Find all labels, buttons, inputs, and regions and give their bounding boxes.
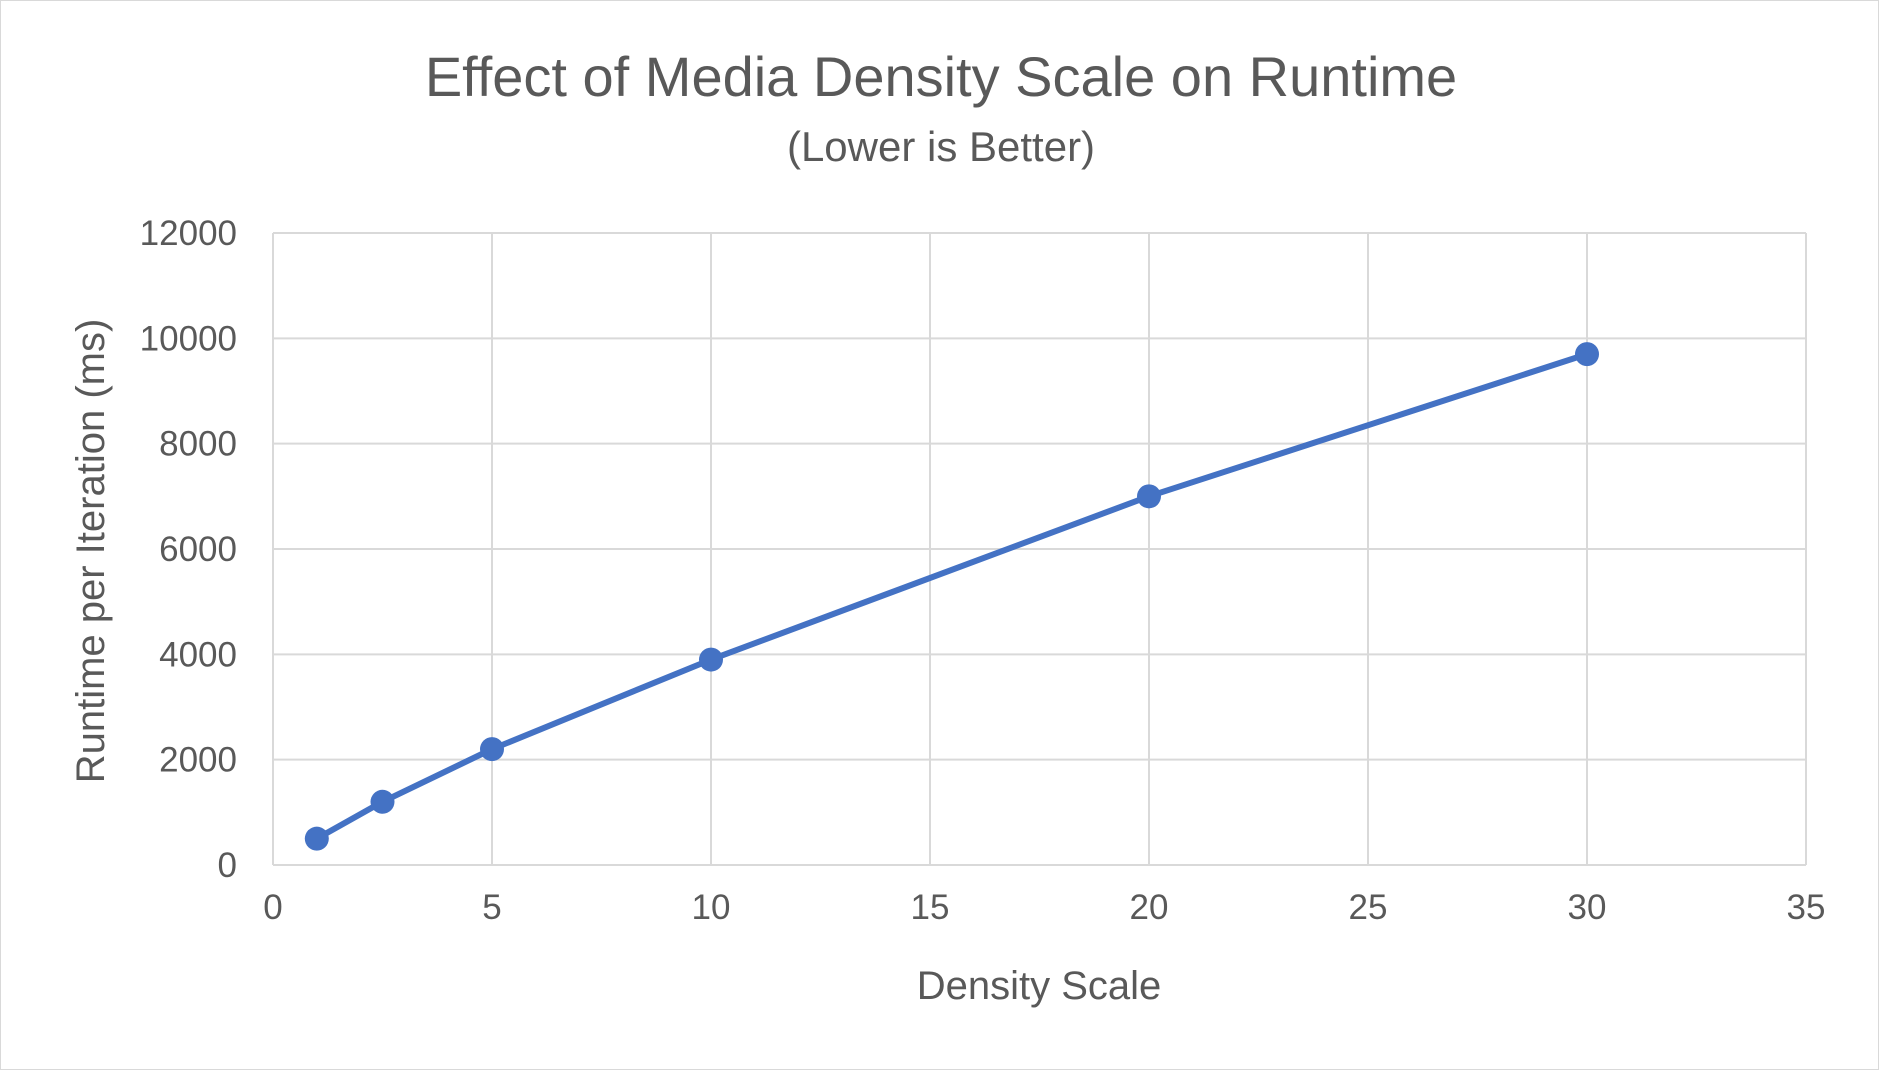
- data-point-marker: [370, 789, 395, 814]
- tick-labels: 0 2000 4000 6000 8000 10000 12000 0 5 10 15 20 25 30 3…: [140, 214, 1826, 927]
- gridlines: [272, 232, 1807, 866]
- x-tick-label: 20: [1130, 888, 1169, 927]
- x-tick-label: 0: [263, 888, 282, 927]
- chart-subtitle: (Lower is Better): [787, 123, 1095, 170]
- data-point-marker: [1575, 342, 1599, 367]
- y-tick-label: 4000: [159, 635, 237, 674]
- data-point-marker: [699, 647, 723, 672]
- y-tick-label: 2000: [159, 741, 237, 780]
- chart-title: Effect of Media Density Scale on Runtime: [425, 45, 1457, 108]
- y-tick-label: 6000: [159, 530, 237, 569]
- y-tick-label: 0: [218, 846, 237, 885]
- x-tick-label: 10: [692, 888, 731, 927]
- data-point-marker: [480, 737, 504, 762]
- x-tick-label: 5: [482, 888, 501, 927]
- series-line: [313, 351, 1590, 842]
- data-point-marker: [304, 826, 329, 851]
- y-tick-label: 12000: [140, 214, 237, 253]
- data-series: [304, 342, 1599, 851]
- x-axis-title: Density Scale: [917, 964, 1162, 1008]
- y-axis-title: Runtime per Iteration (ms): [69, 319, 113, 784]
- y-tick-label: 10000: [140, 319, 237, 358]
- x-tick-label: 35: [1787, 888, 1826, 927]
- data-point-marker: [1137, 484, 1161, 509]
- x-tick-label: 15: [911, 888, 950, 927]
- x-tick-label: 30: [1568, 888, 1607, 927]
- x-tick-label: 25: [1349, 888, 1388, 927]
- y-tick-label: 8000: [159, 425, 237, 464]
